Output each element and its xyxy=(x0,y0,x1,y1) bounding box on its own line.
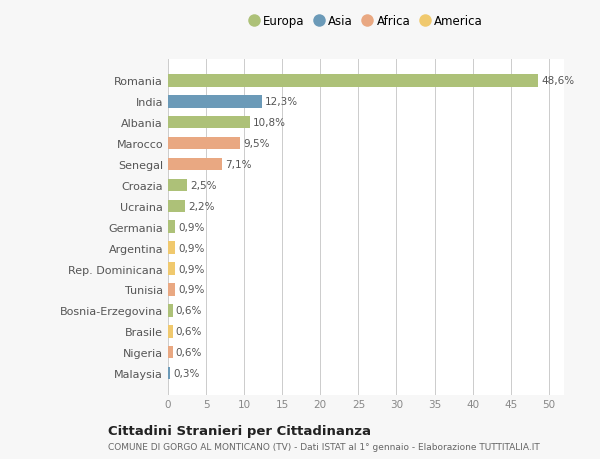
Text: 0,9%: 0,9% xyxy=(178,243,204,253)
Bar xyxy=(168,96,262,108)
Text: 12,3%: 12,3% xyxy=(265,97,298,107)
Text: 7,1%: 7,1% xyxy=(225,160,251,170)
Bar xyxy=(168,138,241,150)
Text: 0,3%: 0,3% xyxy=(173,368,200,378)
Bar xyxy=(168,346,173,358)
Text: 0,6%: 0,6% xyxy=(176,326,202,336)
Text: 10,8%: 10,8% xyxy=(253,118,286,128)
Bar xyxy=(168,367,170,380)
Text: 2,2%: 2,2% xyxy=(188,202,214,211)
Bar xyxy=(168,75,538,87)
Legend: Europa, Asia, Africa, America: Europa, Asia, Africa, America xyxy=(249,15,483,28)
Text: 0,9%: 0,9% xyxy=(178,285,204,295)
Bar xyxy=(168,179,187,192)
Text: COMUNE DI GORGO AL MONTICANO (TV) - Dati ISTAT al 1° gennaio - Elaborazione TUTT: COMUNE DI GORGO AL MONTICANO (TV) - Dati… xyxy=(108,442,540,451)
Text: 0,9%: 0,9% xyxy=(178,222,204,232)
Bar xyxy=(168,158,222,171)
Text: 9,5%: 9,5% xyxy=(244,139,270,149)
Bar xyxy=(168,304,173,317)
Bar xyxy=(168,242,175,254)
Bar xyxy=(168,117,250,129)
Text: 0,9%: 0,9% xyxy=(178,264,204,274)
Text: 2,5%: 2,5% xyxy=(190,180,217,190)
Text: 0,6%: 0,6% xyxy=(176,347,202,358)
Bar xyxy=(168,200,185,213)
Text: 0,6%: 0,6% xyxy=(176,306,202,316)
Text: 48,6%: 48,6% xyxy=(541,76,574,86)
Bar xyxy=(168,284,175,296)
Bar xyxy=(168,263,175,275)
Bar xyxy=(168,221,175,234)
Bar xyxy=(168,325,173,338)
Text: Cittadini Stranieri per Cittadinanza: Cittadini Stranieri per Cittadinanza xyxy=(108,424,371,437)
